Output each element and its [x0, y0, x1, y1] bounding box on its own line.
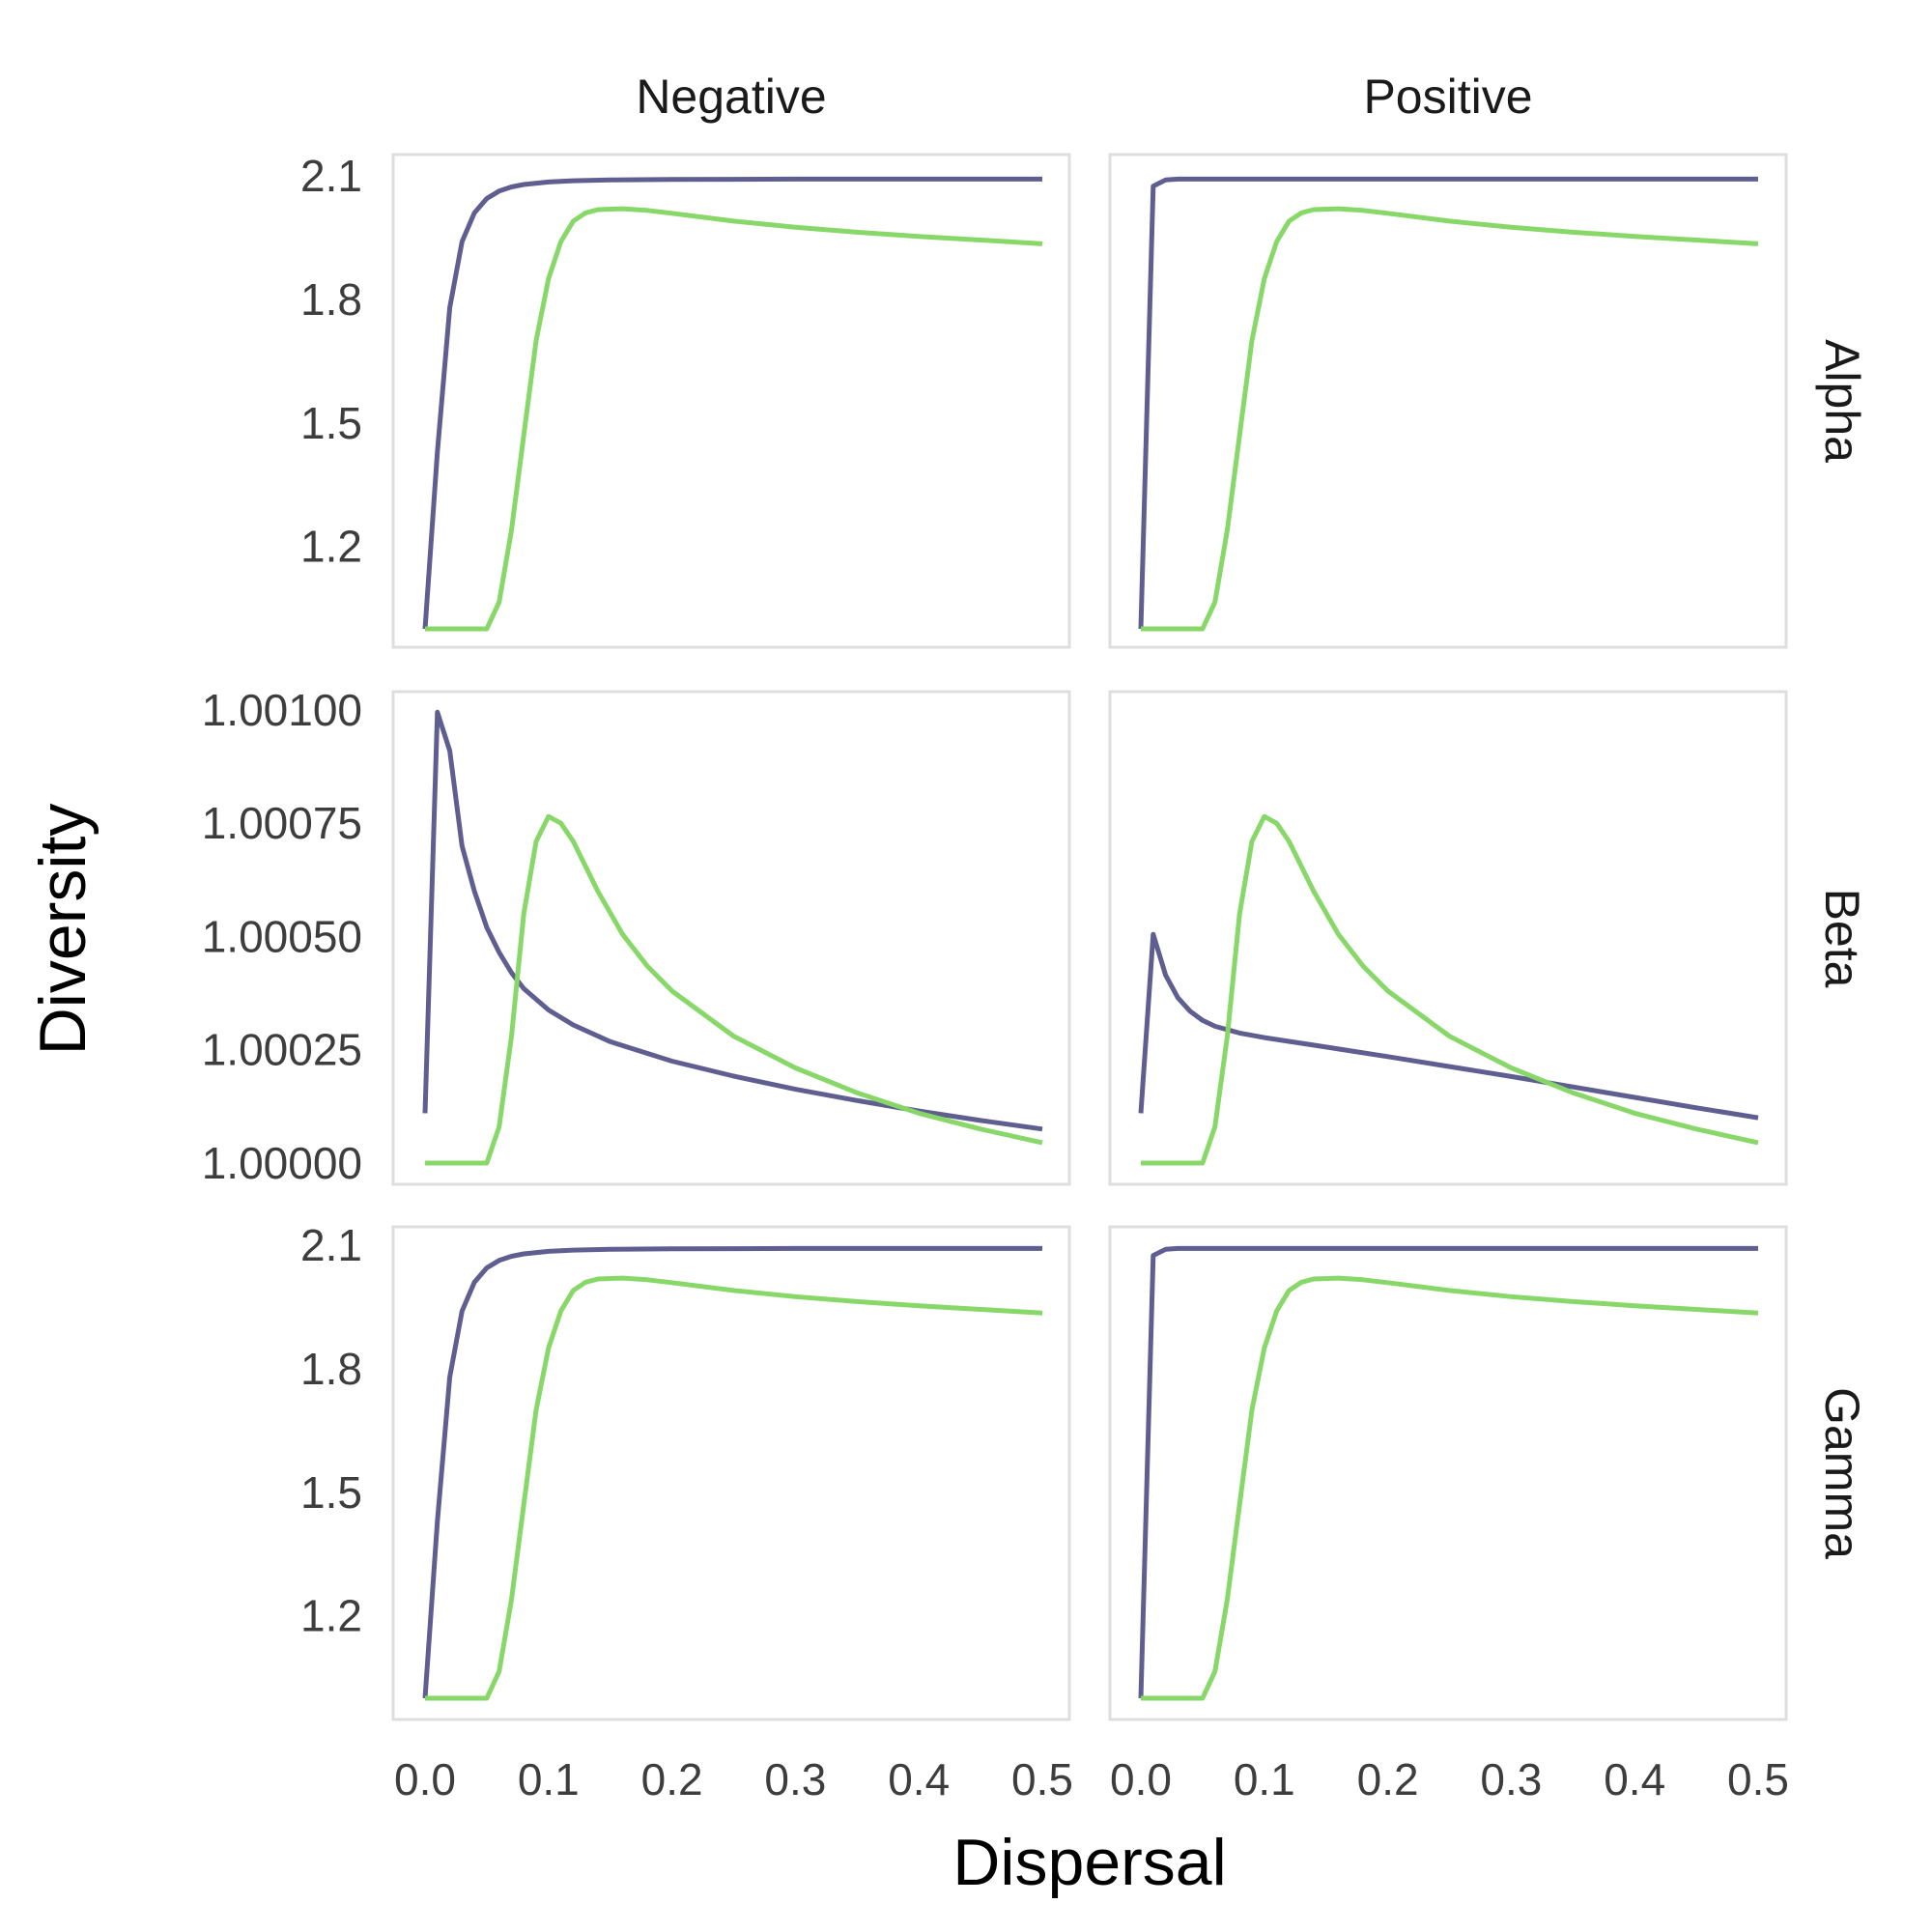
- series-line-1: [1138, 176, 1758, 630]
- y-tick-label: 2.1: [300, 151, 362, 201]
- y-tick-label: 1.00050: [202, 912, 362, 962]
- y-tick-label: 1.00100: [202, 685, 362, 735]
- panel-border: [391, 690, 1071, 1186]
- y-tick-label: 1.00025: [202, 1025, 362, 1075]
- x-tick-label: 0.4: [1604, 1754, 1665, 1804]
- panel-gamma-positive: [1108, 1225, 1788, 1721]
- y-tick-label: 1.5: [300, 1467, 362, 1518]
- y-tick-label: 1.00000: [202, 1138, 362, 1188]
- x-tick-label: 0.2: [641, 1754, 703, 1804]
- labels-layer: Dispersal Diversity 1.2 1.5 1.8 2.1 1.00000 1…: [26, 70, 1869, 1899]
- series-line-2: [1141, 813, 1759, 1166]
- facet-row-label: Beta: [1815, 889, 1869, 988]
- panel-border: [1108, 1225, 1788, 1721]
- panel-gamma-negative: [391, 1225, 1071, 1721]
- panels-layer: [391, 153, 1788, 1721]
- panel-border: [1108, 690, 1788, 1186]
- series-line-2: [425, 206, 1043, 632]
- y-tick-label: 1.00075: [202, 798, 362, 848]
- x-tick-label: 0.3: [1480, 1754, 1542, 1804]
- x-tick-label: 0.0: [1110, 1754, 1172, 1804]
- x-tick-label: 0.1: [518, 1754, 580, 1804]
- series-line-1: [422, 1245, 1042, 1699]
- y-tick-label: 2.1: [300, 1220, 362, 1270]
- y-tick-label: 1.2: [300, 522, 362, 572]
- y-axis-title: Diversity: [26, 804, 99, 1056]
- series-line-1: [422, 709, 1043, 1132]
- x-axis-title: Dispersal: [952, 1826, 1226, 1899]
- panel-border: [1108, 153, 1788, 649]
- x-tick-label: 0.1: [1234, 1754, 1295, 1804]
- x-tick-label: 0.5: [1011, 1754, 1073, 1804]
- facet-row-label: Gamma: [1815, 1387, 1869, 1559]
- x-tick-label: 0.4: [888, 1754, 950, 1804]
- facet-column-label: Positive: [1363, 70, 1532, 124]
- series-line-2: [1141, 1275, 1759, 1701]
- series-line-1: [1138, 931, 1759, 1121]
- y-tick-label: 1.5: [300, 398, 362, 448]
- x-tick-label: 0.5: [1727, 1754, 1789, 1804]
- y-tick-label: 1.8: [300, 1344, 362, 1394]
- series-line-1: [422, 176, 1042, 630]
- panel-alpha-positive: [1108, 153, 1788, 649]
- panel-border: [391, 1225, 1071, 1721]
- y-tick-label: 1.8: [300, 274, 362, 325]
- panel-border: [391, 153, 1071, 649]
- x-tick-label: 0.0: [394, 1754, 456, 1804]
- series-line-2: [1141, 206, 1759, 632]
- panel-beta-positive: [1108, 690, 1788, 1186]
- facet-column-label: Negative: [636, 70, 826, 124]
- x-tick-label: 0.2: [1357, 1754, 1419, 1804]
- series-line-2: [425, 1275, 1043, 1701]
- panel-alpha-negative: [391, 153, 1071, 649]
- x-tick-label: 0.3: [764, 1754, 826, 1804]
- facet-row-label: Alpha: [1815, 339, 1869, 463]
- y-tick-label: 1.2: [300, 1591, 362, 1641]
- panel-beta-negative: [391, 690, 1071, 1186]
- series-line-2: [425, 813, 1043, 1166]
- series-line-1: [1138, 1245, 1758, 1699]
